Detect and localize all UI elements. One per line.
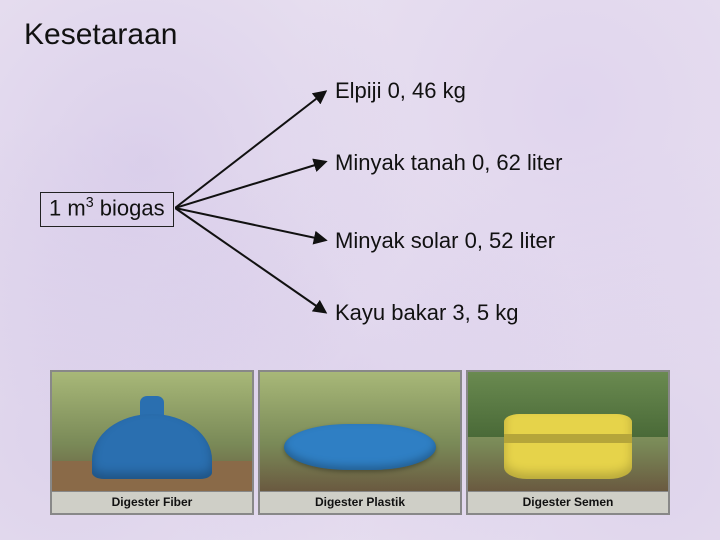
gallery-caption: Digester Semen [468, 491, 668, 513]
source-suffix: biogas [94, 195, 165, 220]
digester-gallery: Digester Fiber Digester Plastik Digester S… [50, 370, 670, 515]
equivalent-item: Kayu bakar 3, 5 kg [335, 300, 518, 326]
digester-illustration [52, 372, 252, 491]
gallery-item: Digester Semen [466, 370, 670, 515]
source-superscript: 3 [86, 195, 94, 211]
gallery-caption: Digester Fiber [52, 491, 252, 513]
gallery-item: Digester Plastik [258, 370, 462, 515]
source-quantity-box: 1 m3 biogas [40, 192, 174, 227]
gallery-item: Digester Fiber [50, 370, 254, 515]
arrow-fan [175, 80, 335, 320]
equivalent-item: Minyak tanah 0, 62 liter [335, 150, 562, 176]
slide-title: Kesetaraan [24, 18, 177, 52]
equivalent-item: Elpiji 0, 46 kg [335, 78, 466, 104]
digester-illustration [468, 372, 668, 491]
source-prefix: 1 m [49, 195, 86, 220]
equivalent-item: Minyak solar 0, 52 liter [335, 228, 555, 254]
digester-illustration [260, 372, 460, 491]
gallery-caption: Digester Plastik [260, 491, 460, 513]
